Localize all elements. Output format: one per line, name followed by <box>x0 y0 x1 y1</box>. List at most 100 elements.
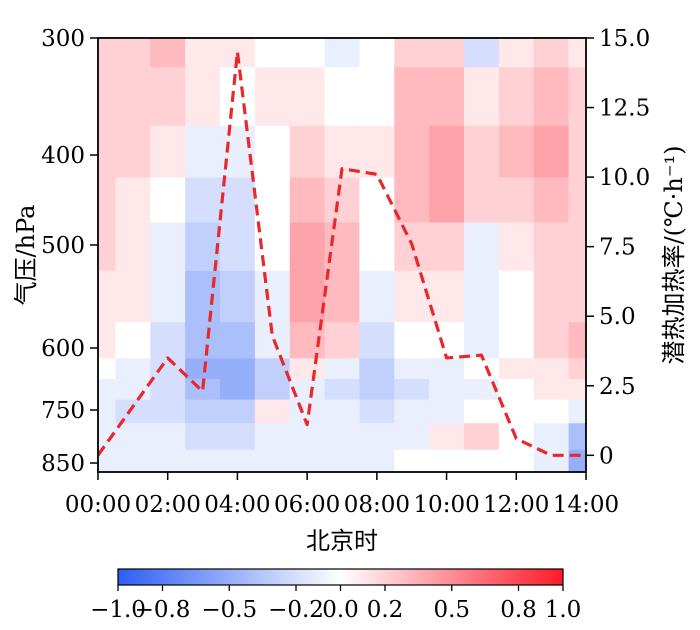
heatmap-cell <box>359 379 395 401</box>
heatmap-cell <box>150 379 186 401</box>
x-axis-ticks: 00:00 02:00 04:00 06:00 08:00 10:00 12:00 14:00 <box>65 472 619 518</box>
heatmap-cell <box>289 177 326 224</box>
heatmap-cell <box>115 399 151 424</box>
heatmap-cell <box>394 322 430 359</box>
heatmap-cell <box>429 358 465 380</box>
heatmap-cell <box>115 270 151 323</box>
heatmap-cell <box>98 449 117 472</box>
heatmap-cell <box>98 399 117 424</box>
heatmap-cell <box>324 399 361 424</box>
heatmap-cell <box>220 222 256 272</box>
heating-tick-label: 10.0 <box>599 165 650 191</box>
heatmap-cell <box>220 358 256 380</box>
heatmap-cell <box>150 222 186 272</box>
heatmap-cell <box>254 177 291 224</box>
heatmap-cell <box>324 449 361 472</box>
heating-rate-series <box>98 50 586 457</box>
colorbar-tick-label: 1.0 <box>545 597 582 623</box>
heatmap-cell <box>568 125 586 179</box>
x-tick-label: 00:00 <box>65 492 131 518</box>
colorbar <box>117 568 564 586</box>
heatmap-cell <box>254 125 291 179</box>
heatmap-cell <box>289 67 326 127</box>
heatmap-cell <box>289 38 326 68</box>
heatmap-cell <box>98 423 117 451</box>
heatmap-cell <box>394 67 430 127</box>
heatmap-cell <box>464 67 500 127</box>
x-tick-label: 14:00 <box>553 492 619 518</box>
heatmap-cell <box>359 399 395 424</box>
heatmap-cell <box>429 125 465 179</box>
x-tick-label: 02:00 <box>135 492 201 518</box>
heatmap-cell <box>568 222 586 272</box>
heatmap-cell <box>98 125 117 179</box>
heatmap-cell <box>464 177 500 224</box>
heatmap-cell <box>568 399 586 424</box>
pressure-tick-label: 300 <box>41 26 85 52</box>
heatmap-cell <box>115 125 151 179</box>
heatmap-cell <box>324 222 361 272</box>
heatmap-cell <box>324 322 361 359</box>
heatmap-cell <box>115 423 151 451</box>
heatmap-cell <box>185 38 221 68</box>
heatmap-cell <box>150 38 186 68</box>
heatmap-cell <box>150 449 186 472</box>
heatmap-cell <box>464 449 500 472</box>
heating-tick-label: 0 <box>599 443 614 469</box>
heatmap-cell <box>464 270 500 323</box>
heatmap-cell <box>498 125 535 179</box>
heatmap-cell <box>98 322 117 359</box>
heatmap-cell <box>220 67 256 127</box>
heatmap-cell <box>568 322 586 359</box>
heatmap-cell <box>185 125 221 179</box>
heatmap-cell <box>568 379 586 401</box>
heatmap-cell <box>115 67 151 127</box>
heatmap-cell <box>498 322 535 359</box>
heatmap-cell <box>429 379 465 401</box>
pressure-tick-label: 750 <box>41 398 85 424</box>
heatmap-cell <box>533 358 570 380</box>
heatmap-cell <box>254 38 291 68</box>
heatmap-cell <box>115 222 151 272</box>
heatmap-cell <box>220 322 256 359</box>
heatmap-cell <box>185 177 221 224</box>
heatmap-cell <box>220 379 256 401</box>
heatmap-cell <box>359 222 395 272</box>
heatmap-cell <box>289 222 326 272</box>
left-axis-title: 气压/hPa <box>12 205 40 306</box>
heating-tick-label: 2.5 <box>599 374 636 400</box>
heatmap-cell <box>150 322 186 359</box>
heatmap-cell <box>359 449 395 472</box>
heatmap-cell <box>254 270 291 323</box>
heatmap-cell <box>115 449 151 472</box>
heatmap-cell <box>150 423 186 451</box>
heatmap-cell <box>394 423 430 451</box>
heatmap-cell <box>394 449 430 472</box>
heatmap-cell <box>568 358 586 380</box>
heatmap-cell <box>498 358 535 380</box>
heatmap-cell <box>568 423 586 451</box>
heatmap-cell <box>220 125 256 179</box>
heatmap-cell <box>429 399 465 424</box>
heatmap-cell <box>533 449 570 472</box>
x-tick-label: 12:00 <box>483 492 549 518</box>
heatmap-cell <box>185 322 221 359</box>
heatmap-cell <box>429 222 465 272</box>
heatmap-cell <box>185 67 221 127</box>
x-axis-title: 北京时 <box>306 527 378 555</box>
heatmap-cell <box>464 399 500 424</box>
x-tick-label: 10:00 <box>413 492 479 518</box>
heatmap-cell <box>150 125 186 179</box>
heating-axis-ticks: 0 2.5 5.0 7.5 10.0 12.5 15.0 <box>586 26 650 469</box>
heatmap-cell <box>394 379 430 401</box>
heatmap-cell <box>464 358 500 380</box>
heatmap-cell <box>185 358 221 380</box>
heatmap-cell <box>289 358 326 380</box>
heatmap-cell <box>98 358 117 380</box>
heatmap-cell <box>185 423 221 451</box>
heatmap-cell <box>498 399 535 424</box>
heatmap-cell <box>359 322 395 359</box>
heatmap-cell <box>394 177 430 224</box>
heatmap-cell <box>429 38 465 68</box>
